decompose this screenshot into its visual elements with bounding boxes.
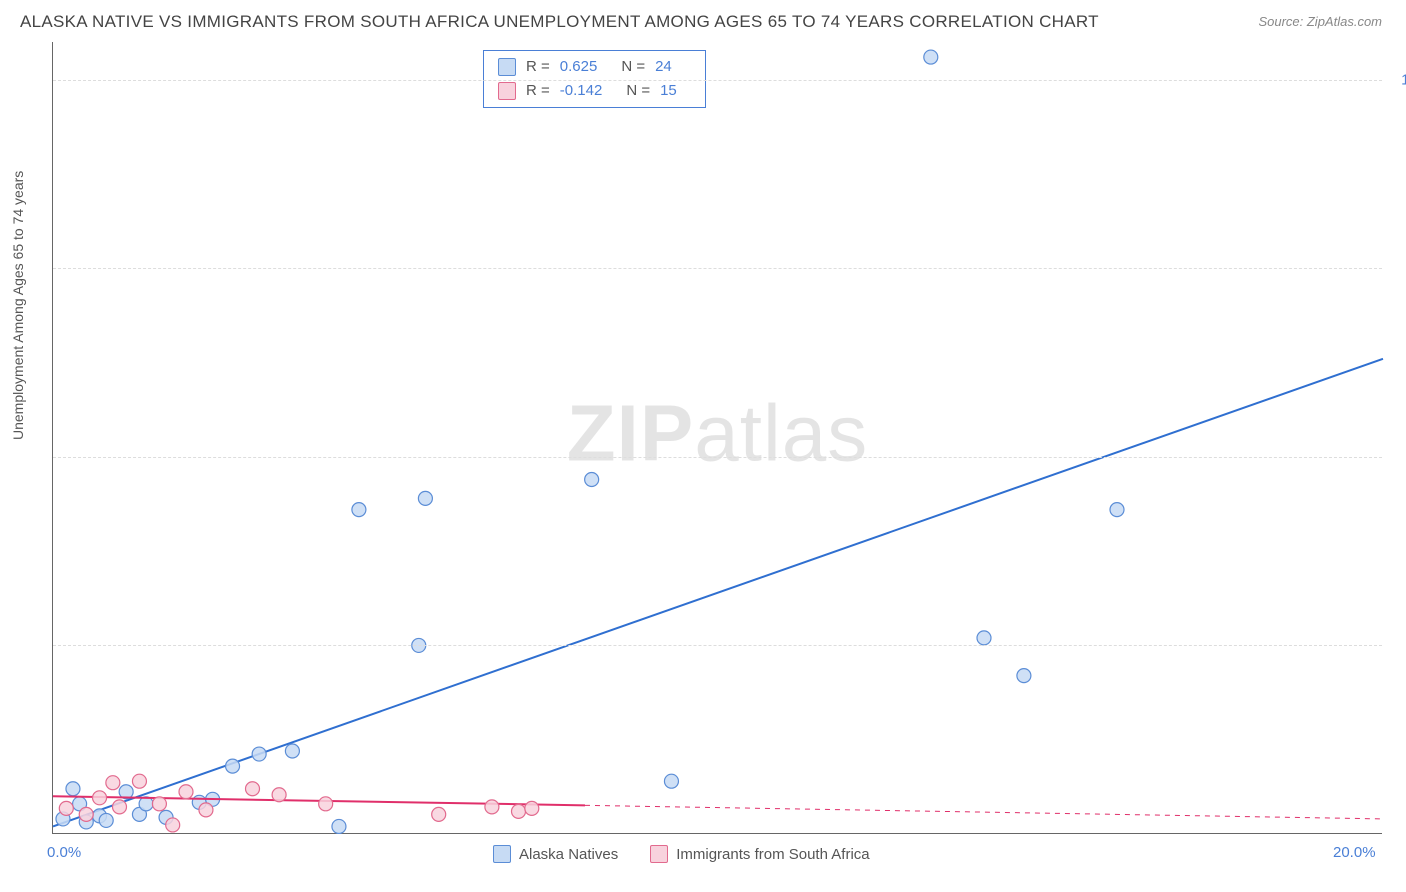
data-point (924, 50, 938, 64)
data-point (93, 791, 107, 805)
data-point (246, 782, 260, 796)
data-point (285, 744, 299, 758)
data-point (1110, 503, 1124, 517)
data-point (319, 797, 333, 811)
legend-item: Alaska Natives (493, 845, 618, 863)
data-point (977, 631, 991, 645)
data-point (352, 503, 366, 517)
y-tick-label: 100.0% (1392, 71, 1406, 88)
plot-area: ZIPatlas R =0.625N =24R =-0.142N =15 Ala… (52, 42, 1382, 834)
stats-row: R = -0.142 N = 15 (498, 79, 691, 103)
gridline (53, 457, 1382, 458)
data-point (132, 774, 146, 788)
data-point (512, 804, 526, 818)
source-attribution: Source: ZipAtlas.com (1258, 14, 1382, 29)
legend-swatch (498, 82, 516, 100)
data-point (106, 776, 120, 790)
y-axis-label: Unemployment Among Ages 65 to 74 years (10, 171, 26, 440)
data-point (664, 774, 678, 788)
stats-n-label: N = (626, 79, 650, 103)
data-point (418, 491, 432, 505)
y-tick-label: 25.0% (1392, 637, 1406, 654)
data-point (99, 813, 113, 827)
stats-row: R = 0.625 N = 24 (498, 55, 691, 79)
data-point (585, 472, 599, 486)
data-point (199, 803, 213, 817)
legend-swatch (493, 845, 511, 863)
data-point (152, 797, 166, 811)
stats-r-label: R = (526, 79, 550, 103)
gridline (53, 268, 1382, 269)
stats-n-value: 24 (655, 55, 672, 79)
data-point (272, 788, 286, 802)
data-point (59, 801, 73, 815)
chart-title: ALASKA NATIVE VS IMMIGRANTS FROM SOUTH A… (20, 12, 1099, 32)
y-tick-label: 75.0% (1392, 260, 1406, 277)
gridline (53, 80, 1382, 81)
data-point (485, 800, 499, 814)
data-point (226, 759, 240, 773)
legend-label: Immigrants from South Africa (676, 846, 869, 863)
data-point (113, 800, 127, 814)
data-point (252, 747, 266, 761)
legend-label: Alaska Natives (519, 846, 618, 863)
stats-r-value: -0.142 (560, 79, 603, 103)
stats-r-value: 0.625 (560, 55, 598, 79)
legend-item: Immigrants from South Africa (650, 845, 869, 863)
x-tick-label: 20.0% (1333, 844, 1376, 861)
data-point (525, 801, 539, 815)
gridline (53, 645, 1382, 646)
data-point (332, 819, 346, 833)
legend-swatch (498, 58, 516, 76)
data-point (179, 785, 193, 799)
stats-n-label: N = (621, 55, 645, 79)
data-point (66, 782, 80, 796)
trend-line (585, 805, 1383, 819)
series-legend: Alaska Natives Immigrants from South Afri… (493, 845, 870, 863)
stats-r-label: R = (526, 55, 550, 79)
data-point (79, 807, 93, 821)
data-point (1017, 669, 1031, 683)
data-point (166, 818, 180, 832)
y-tick-label: 50.0% (1392, 448, 1406, 465)
data-point (432, 807, 446, 821)
legend-swatch (650, 845, 668, 863)
stats-n-value: 15 (660, 79, 677, 103)
chart-canvas (53, 42, 1382, 833)
x-tick-label: 0.0% (47, 844, 81, 861)
